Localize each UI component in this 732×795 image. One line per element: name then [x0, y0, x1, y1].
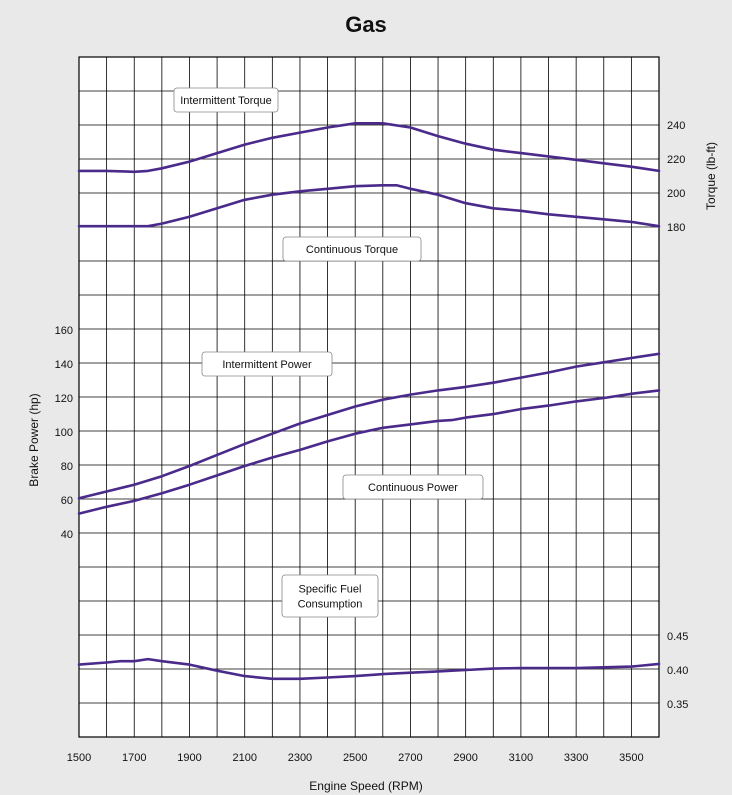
y-axis-label-right: Torque (lb-ft) — [704, 142, 718, 210]
x-tick-label: 2100 — [232, 752, 256, 764]
torque-tick-label: 220 — [667, 154, 685, 166]
grid — [79, 57, 659, 737]
power-tick-label: 40 — [61, 529, 73, 541]
x-tick-label: 3300 — [564, 752, 588, 764]
x-tick-label: 2700 — [398, 752, 422, 764]
curve-label-box — [173, 87, 279, 113]
x-axis-label: Engine Speed (RPM) — [309, 779, 422, 793]
x-tick-label: 2300 — [288, 752, 312, 764]
intermittent-torque-line — [77, 122, 661, 174]
curve-label-text: Consumption — [298, 599, 363, 611]
x-tick-label: 1500 — [67, 752, 91, 764]
curve-label-text: Intermittent Power — [222, 359, 312, 371]
curve-label: Continuous Torque — [282, 236, 422, 262]
torque-tick-label: 180 — [667, 222, 685, 234]
x-tick-label: 3100 — [509, 752, 533, 764]
curve-label-text: Continuous Torque — [306, 244, 398, 256]
fuel-tick-label: 0.35 — [667, 699, 688, 711]
curve-label-text: Continuous Power — [368, 482, 458, 494]
x-tick-label: 1900 — [177, 752, 201, 764]
torque-tick-label: 200 — [667, 188, 685, 200]
curve-label: Continuous Power — [342, 474, 484, 500]
curve-label-box — [201, 351, 333, 377]
curve-labels: Intermittent Torque Continuous Torque Inte… — [173, 87, 484, 618]
curve-label-box — [282, 236, 422, 262]
specific-fuel-consumption-line — [77, 657, 661, 681]
tick-labels: 1500 1700 1900 2100 2300 2500 2700 2900 3100 3300… — [55, 120, 689, 764]
torque-tick-label: 240 — [667, 120, 685, 132]
plot-border — [78, 56, 660, 738]
x-tick-label: 1700 — [122, 752, 146, 764]
x-tick-label: 2500 — [343, 752, 367, 764]
power-tick-label: 120 — [55, 393, 73, 405]
x-tick-label: 3500 — [619, 752, 643, 764]
curves — [77, 122, 661, 681]
intermittent-power-line — [77, 352, 661, 500]
y-axis-label-left: Brake Power (hp) — [27, 393, 41, 486]
continuous-torque-line — [77, 184, 661, 228]
power-tick-label: 160 — [55, 325, 73, 337]
power-tick-label: 80 — [61, 461, 73, 473]
fuel-tick-label: 0.45 — [667, 631, 688, 643]
power-tick-label: 100 — [55, 427, 73, 439]
curve-label-box — [342, 474, 484, 500]
x-tick-label: 2900 — [453, 752, 477, 764]
curve-label-text: Specific Fuel — [299, 584, 362, 596]
power-tick-label: 60 — [61, 495, 73, 507]
power-tick-label: 140 — [55, 359, 73, 371]
curve-label: Intermittent Torque — [173, 87, 279, 113]
continuous-power-line — [77, 389, 661, 515]
curve-label-box — [281, 574, 379, 618]
chart-title: Gas — [345, 12, 387, 37]
curve-label: Specific Fuel Consumption — [281, 574, 379, 618]
curve-label: Intermittent Power — [201, 351, 333, 377]
curve-label-text: Intermittent Torque — [180, 95, 272, 107]
fuel-tick-label: 0.40 — [667, 665, 688, 677]
